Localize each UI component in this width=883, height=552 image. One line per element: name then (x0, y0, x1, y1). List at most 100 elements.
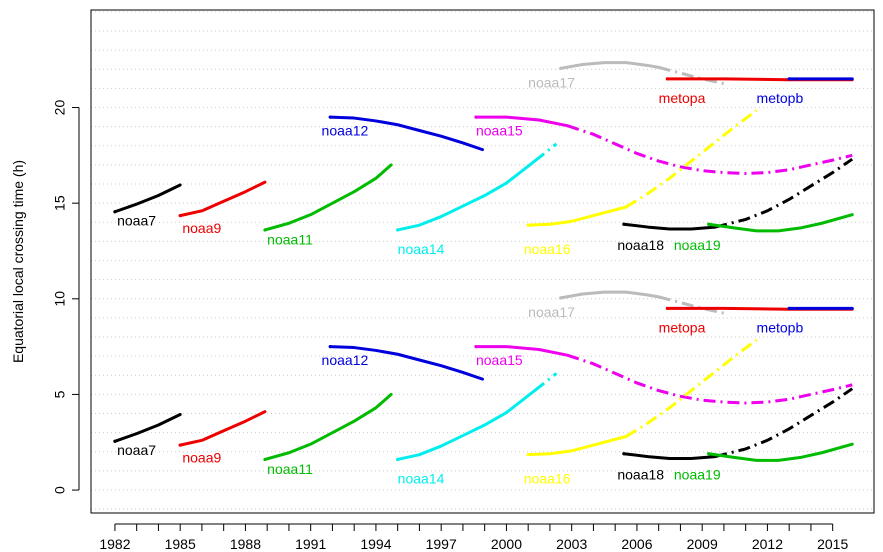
series-noaa9-upper-solid (178, 180, 267, 218)
series-noaa15-upper-dashed (566, 124, 853, 176)
x-tick-label: 1982 (99, 536, 130, 552)
series-noaa14-upper-solid (396, 159, 537, 232)
y-tick-label: 15 (52, 195, 68, 211)
series-noaa15-upper-start (474, 115, 478, 119)
label-noaa19-upper: noaa19 (674, 237, 721, 253)
series-noaa18-lower-start (622, 452, 626, 456)
label-noaa16-upper: noaa16 (524, 241, 571, 257)
series-noaa15-lower-solid (474, 345, 569, 357)
series-noaa9-upper-start (178, 213, 182, 218)
series-noaa17-upper-solid (559, 61, 661, 70)
x-tick-label: 2003 (556, 536, 587, 552)
label-noaa17-lower: noaa17 (528, 304, 575, 320)
series-noaa15-lower-start (474, 345, 478, 349)
series-noaa12-lower-start (328, 345, 332, 349)
label-noaa14-upper: noaa14 (398, 241, 445, 257)
series-noaa19-upper-solid (707, 213, 854, 233)
series-metopa-lower-start (665, 306, 669, 310)
series-noaa19-lower-solid (707, 442, 854, 462)
y-axis-title: Equatorial local crossing time (h) (10, 160, 26, 363)
series-noaa11-lower-start (263, 457, 267, 462)
y-tick-label: 20 (52, 100, 68, 116)
label-noaa15-upper: noaa15 (476, 122, 523, 138)
x-tick-label: 2012 (752, 536, 783, 552)
series-noaa7-lower-start (113, 439, 117, 443)
series-noaa15-lower-dashed (566, 353, 853, 405)
label-metopb-upper: metopb (757, 90, 804, 106)
series-noaa7-lower-solid (113, 413, 182, 443)
series-noaa18-upper-solid (622, 222, 717, 231)
x-tick-label: 2009 (687, 536, 718, 552)
label-noaa11-upper: noaa11 (267, 232, 313, 248)
series-noaa15-upper-solid (474, 115, 569, 128)
series-noaa14-lower-dashed (533, 372, 558, 392)
series-noaa7-upper-start (113, 210, 117, 214)
series-noaa16-lower-solid (526, 435, 628, 457)
series-metopa-upper-start (665, 77, 669, 81)
label-metopa-lower: metopa (659, 319, 706, 335)
series-noaa18-upper-dashed (714, 157, 854, 229)
x-tick-label: 1985 (165, 536, 196, 552)
series-noaa18-upper-start (622, 222, 626, 226)
series-noaa16-upper-dashed (625, 109, 758, 209)
x-tick-label: 2015 (817, 536, 848, 552)
series-noaa18-lower-solid (622, 452, 717, 460)
y-tick-label: 10 (52, 291, 68, 307)
label-metopb-lower: metopb (757, 319, 804, 335)
series-noaa12-upper-solid (328, 115, 484, 152)
series-noaa19-lower-start (707, 452, 711, 456)
series-noaa14-lower-solid (396, 389, 537, 461)
x-tick-label: 1988 (230, 536, 261, 552)
label-metopa-upper: metopa (659, 90, 706, 106)
label-noaa17-upper: noaa17 (528, 75, 575, 91)
label-noaa19-lower: noaa19 (674, 467, 721, 483)
series-noaa12-lower-solid (328, 345, 484, 381)
label-noaa11-lower: noaa11 (267, 461, 313, 477)
series-noaa16-upper-solid (526, 205, 628, 227)
series-noaa19-upper-start (707, 222, 711, 226)
series-metopb-upper-start (787, 77, 791, 81)
label-noaa9-upper: noaa9 (182, 220, 221, 236)
series-noaa11-upper-solid (263, 163, 393, 232)
series-noaa7-upper-solid (113, 183, 182, 214)
y-tick-label: 0 (52, 486, 68, 494)
x-tick-label: 1997 (426, 536, 457, 552)
series-noaa17-upper-dashed (658, 65, 725, 86)
series-noaa17-lower-solid (559, 290, 661, 300)
plot-frame (90, 9, 875, 514)
label-noaa18-upper: noaa18 (617, 237, 664, 253)
series-noaa11-upper-start (263, 228, 267, 232)
series-noaa14-upper-start (396, 228, 400, 232)
x-tick-label: 2000 (491, 536, 522, 552)
series-noaa18-lower-dashed (714, 387, 854, 459)
series-noaa16-lower-start (526, 453, 530, 457)
label-noaa15-lower: noaa15 (476, 352, 523, 368)
series-noaa17-lower-dashed (658, 295, 725, 315)
series-noaa14-lower-start (396, 457, 400, 462)
series-noaa12-upper-start (328, 115, 332, 119)
series-noaa17-lower-start (559, 296, 563, 300)
label-noaa18-lower: noaa18 (617, 467, 664, 483)
gridlines (91, 11, 874, 510)
series-lines (113, 61, 854, 462)
series-noaa9-lower-solid (178, 410, 267, 447)
series-noaa17-upper-start (559, 66, 563, 70)
axes: 1982 1985 1988 1991 1994 1997 2000 2003 2006 2009… (52, 100, 849, 552)
label-noaa14-lower: noaa14 (398, 471, 445, 487)
label-noaa7-upper: noaa7 (117, 212, 156, 228)
x-tick-label: 2006 (621, 536, 652, 552)
series-noaa16-upper-start (526, 223, 530, 227)
series-noaa16-lower-dashed (625, 338, 758, 438)
label-noaa16-lower: noaa16 (524, 471, 571, 487)
label-noaa12-lower: noaa12 (322, 352, 369, 368)
satellite-labels: noaa7 noaa9 noaa11 noaa12 noaa14 noaa15 noaa16… (117, 75, 803, 487)
series-noaa14-upper-dashed (533, 142, 558, 163)
series-noaa11-lower-solid (263, 392, 393, 461)
series-noaa9-lower-start (178, 443, 182, 447)
x-tick-label: 1991 (295, 536, 326, 552)
label-noaa7-lower: noaa7 (117, 442, 156, 458)
label-noaa12-upper: noaa12 (322, 122, 369, 138)
series-metopb-lower-start (787, 306, 791, 310)
x-tick-label: 1994 (360, 536, 391, 552)
